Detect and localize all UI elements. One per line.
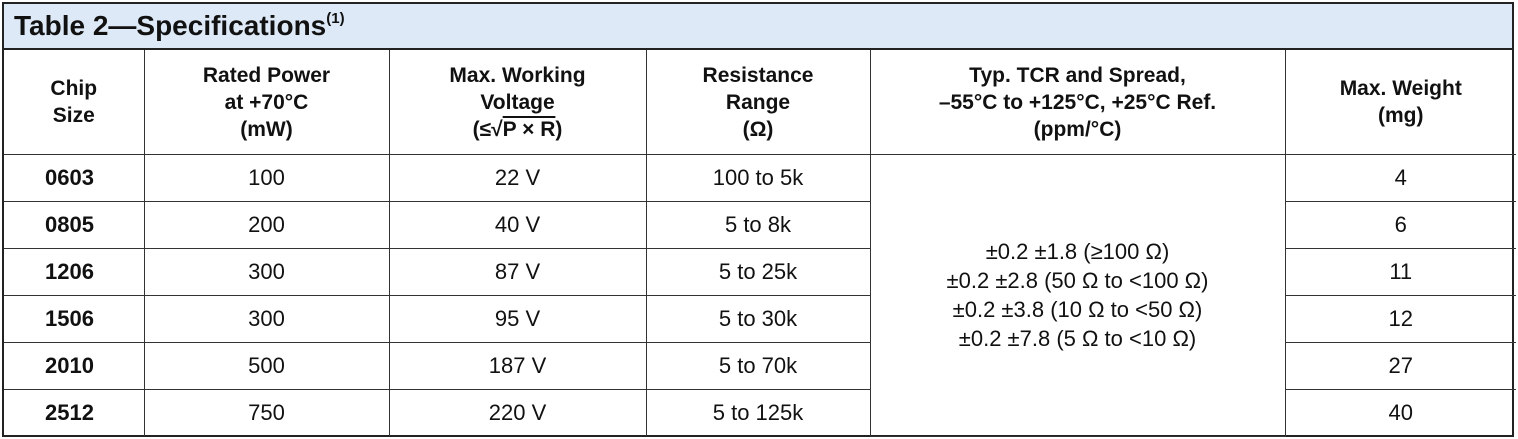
table-row: 2010 500 187 V 5 to 70k 27: [4, 342, 1516, 390]
max-weight-cell: 11: [1284, 248, 1516, 296]
rated-power-cell: 500: [143, 342, 390, 390]
table-row: 1506 300 95 V 5 to 30k 12: [4, 295, 1516, 343]
header-rated-power: Rated Power at +70°C (mW): [143, 50, 390, 155]
max-weight-cell: 40: [1284, 389, 1516, 436]
voltage-cell: 22 V: [388, 154, 647, 202]
max-weight-cell: 4: [1284, 154, 1516, 202]
tcr-line: ±0.2 ±3.8 (10 Ω to <50 Ω): [952, 297, 1203, 323]
resistance-range-cell: 5 to 8k: [645, 201, 871, 249]
rated-power-cell: 100: [143, 154, 390, 202]
header-row: Chip Size Rated Power at +70°C (mW) Max. Wo…: [4, 50, 1516, 155]
rated-power-cell: 200: [143, 201, 390, 249]
voltage-cell: 187 V: [388, 342, 647, 390]
rated-power-cell: 750: [143, 389, 390, 436]
chip-size-cell: 0805: [4, 201, 145, 249]
chip-size-cell: 2010: [4, 342, 145, 390]
table-title-bar: Table 2—Specifications(1): [4, 4, 1512, 50]
voltage-cell: 220 V: [388, 389, 647, 436]
voltage-cell: 95 V: [388, 295, 647, 343]
table-row: 1206 300 87 V 5 to 25k 11: [4, 248, 1516, 296]
resistance-range-cell: 5 to 30k: [645, 295, 871, 343]
resistance-range-cell: 5 to 70k: [645, 342, 871, 390]
max-weight-cell: 27: [1284, 342, 1516, 390]
table-row: 0805 200 40 V 5 to 8k 6: [4, 201, 1516, 249]
title-footnote: (1): [326, 10, 345, 27]
max-weight-cell: 6: [1284, 201, 1516, 249]
tcr-merged-cell: ±0.2 ±1.8 (≥100 Ω) ±0.2 ±2.8 (50 Ω to <1…: [869, 154, 1286, 437]
chip-size-cell: 0603: [4, 154, 145, 202]
header-chip-size: Chip Size: [4, 50, 145, 155]
table-title: Table 2—Specifications(1): [14, 10, 345, 41]
table-row: 0603 100 22 V 100 to 5k ±0.2 ±1.8 (≥100 …: [4, 154, 1516, 437]
voltage-cell: 40 V: [388, 201, 647, 249]
resistance-range-cell: 100 to 5k: [645, 154, 871, 202]
voltage-cell: 87 V: [388, 248, 647, 296]
rated-power-cell: 300: [143, 295, 390, 343]
resistance-range-cell: 5 to 25k: [645, 248, 871, 296]
chip-size-cell: 2512: [4, 389, 145, 436]
tcr-line: ±0.2 ±1.8 (≥100 Ω): [985, 239, 1170, 265]
tcr-line: ±0.2 ±2.8 (50 Ω to <100 Ω): [946, 268, 1209, 294]
rated-power-cell: 300: [143, 248, 390, 296]
header-max-weight: Max. Weight (mg): [1284, 50, 1516, 155]
header-max-working-voltage: Max. Working Voltage (≤√P × R): [388, 50, 647, 155]
header-tcr: Typ. TCR and Spread, –55°C to +125°C, +25…: [869, 50, 1286, 155]
header-resistance-range: Resistance Range (Ω): [645, 50, 871, 155]
tcr-line: ±0.2 ±7.8 (5 Ω to <10 Ω): [958, 326, 1197, 352]
chip-size-cell: 1506: [4, 295, 145, 343]
max-weight-cell: 12: [1284, 295, 1516, 343]
specifications-table: Chip Size Rated Power at +70°C (mW) Max. Wo…: [4, 50, 1516, 437]
resistance-range-cell: 5 to 125k: [645, 389, 871, 436]
table-row: 2512 750 220 V 5 to 125k 40: [4, 389, 1516, 436]
chip-size-cell: 1206: [4, 248, 145, 296]
